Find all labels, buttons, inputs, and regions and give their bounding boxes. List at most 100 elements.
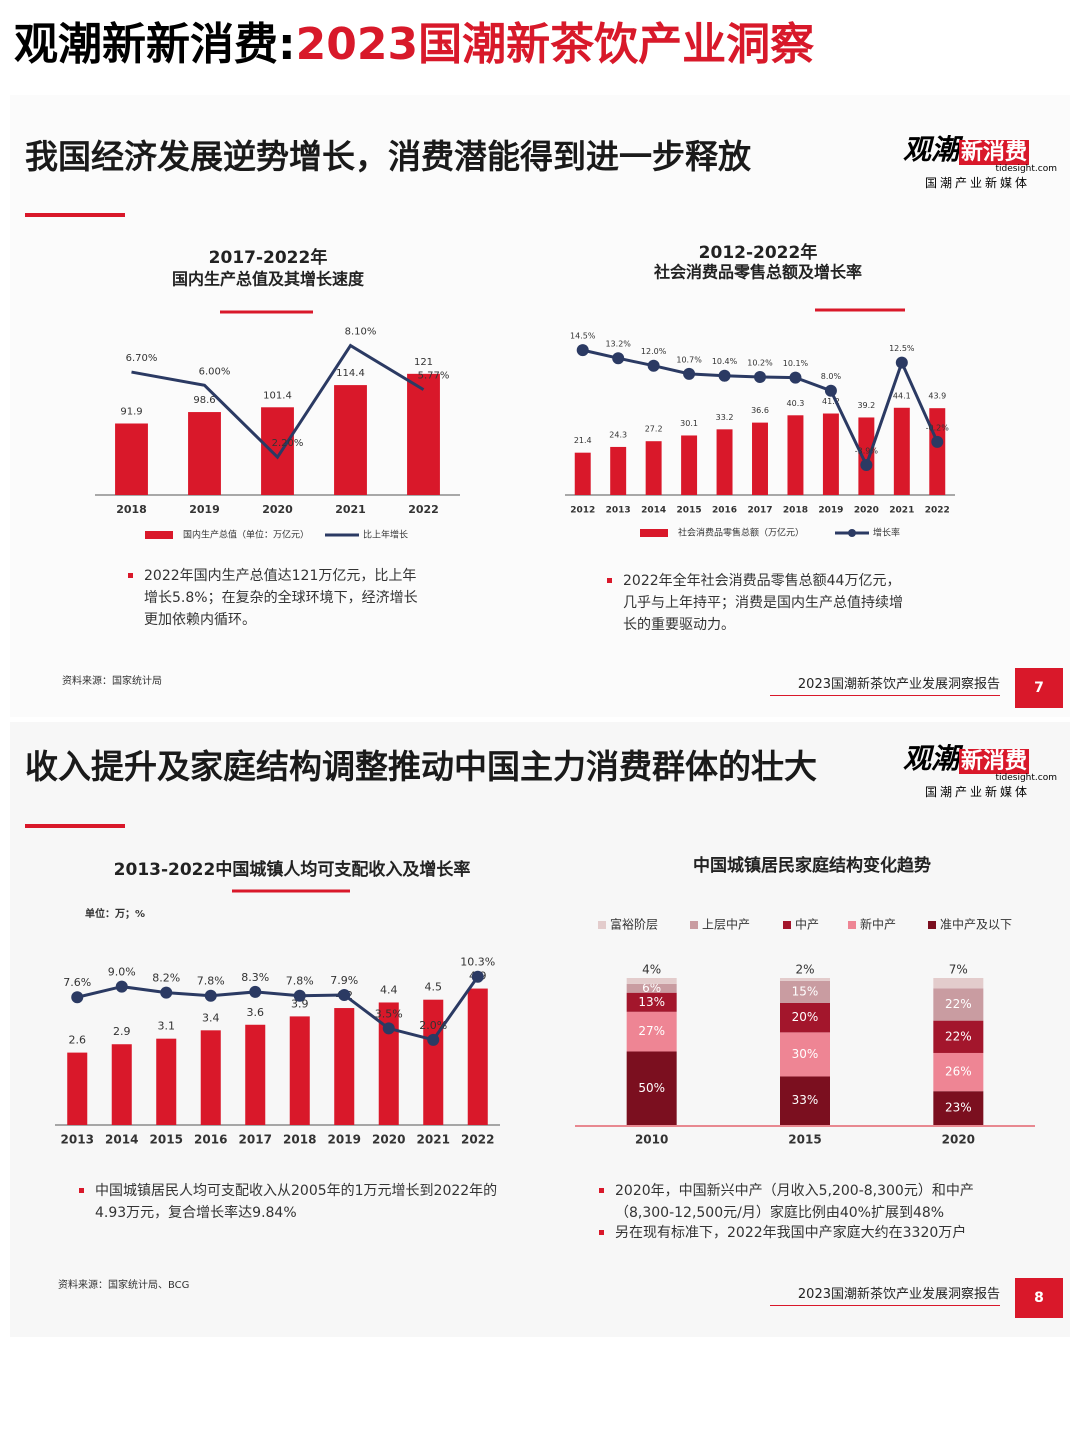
footer-title: 2023国潮新茶饮产业发展洞察报告	[770, 673, 1000, 696]
bar-value-label: 4.4	[380, 983, 398, 996]
line-marker	[249, 985, 262, 998]
line-marker	[427, 1033, 440, 1046]
line-value-label: 6.00%	[199, 366, 231, 377]
x-tick-label: 2017	[239, 1133, 272, 1147]
bar-segment	[780, 1032, 830, 1077]
x-tick-label: 2018	[283, 1133, 316, 1147]
bar-segment	[933, 988, 984, 1021]
bar	[261, 407, 294, 495]
chart-title: 2017-2022年	[209, 247, 328, 268]
line	[131, 343, 425, 460]
bar	[716, 429, 733, 495]
legend-label: 国内生产总值（单位：万亿元）	[183, 529, 309, 541]
line-marker	[683, 367, 696, 380]
bar	[574, 452, 591, 495]
line-marker	[824, 384, 837, 397]
bar-segment	[933, 1091, 984, 1125]
x-tick-label: 2010	[635, 1133, 668, 1147]
bar-value-label: 33.2	[716, 413, 734, 422]
unit-label: 单位：万；%	[85, 907, 145, 920]
bar-value-label: 98.6	[193, 395, 215, 406]
brand-logo: 观潮新消费 tidesight.com 国潮产业新媒体	[903, 737, 1063, 800]
x-tick-label: 2013	[61, 1133, 94, 1147]
line-value-label: 14.5%	[570, 332, 596, 341]
source: 资料来源：国家统计局、BCG	[58, 1280, 190, 1291]
line-value-label: 7.6%	[63, 976, 91, 989]
legend-label: 社会消费品零售总额（万亿元）	[678, 527, 804, 539]
bar-value-label: 36.6	[751, 406, 769, 415]
x-tick-label: 2014	[641, 506, 666, 516]
brand-name: 观潮	[903, 133, 960, 166]
line-marker	[895, 356, 908, 369]
legend-swatch	[783, 921, 791, 929]
segment-label: 50%	[638, 1081, 665, 1095]
legend-label: 准中产及以下	[940, 917, 1012, 932]
x-tick-label: 2016	[194, 1133, 227, 1147]
bar-segment	[626, 978, 677, 984]
segment-label: 22%	[945, 997, 972, 1011]
line-marker	[718, 369, 731, 382]
x-tick-label: 2019	[328, 1133, 361, 1147]
brand-tagline: 国潮产业新媒体	[925, 785, 1031, 799]
x-tick-label: 2020	[854, 506, 879, 516]
chart-title: 中国城镇居民家庭结构变化趋势	[693, 855, 931, 876]
x-tick-label: 2021	[889, 506, 914, 516]
x-tick-label: 2022	[408, 503, 439, 516]
accent-line	[25, 824, 125, 828]
bar-value-label: 24.3	[609, 430, 627, 439]
line-value-label: 10.2%	[747, 358, 773, 367]
line-marker	[71, 991, 84, 1004]
bullet: 另在现有标准下，2022年我国中产家庭大约在3320万户	[599, 1222, 1015, 1244]
segment-label: 7%	[949, 963, 968, 977]
bar-value-label: 41.2	[822, 397, 840, 406]
bar	[67, 1052, 88, 1125]
x-tick-label: 2022	[461, 1133, 494, 1147]
bar-value-label: 121	[414, 357, 433, 368]
line-marker	[115, 980, 128, 993]
x-tick-label: 2021	[335, 503, 366, 516]
line-marker	[754, 370, 766, 383]
header-title-red: 2023国潮新茶饮产业洞察	[295, 19, 815, 70]
brand-logo: 观潮新消费 tidesight.com 国潮产业新媒体	[903, 128, 1063, 191]
x-tick-label: 2013	[606, 506, 631, 516]
bar-value-label: 21.4	[574, 436, 592, 445]
bar-value-label: 4.5	[425, 981, 443, 994]
bar-segment	[626, 992, 677, 1012]
x-tick-label: 2016	[712, 506, 737, 516]
line-value-label: 8.10%	[345, 327, 377, 338]
bar-segment	[780, 978, 830, 981]
legend-label: 比上年增长	[363, 529, 408, 541]
segment-label: 33%	[792, 1093, 819, 1107]
bar-value-label: 2.9	[113, 1025, 131, 1038]
brand-tagline: 国潮产业新媒体	[925, 176, 1031, 190]
bar	[289, 1016, 310, 1125]
line-marker	[647, 359, 660, 372]
bar	[822, 413, 839, 495]
line-value-label: 5.77%	[418, 371, 450, 382]
line-value-label: 10.3%	[460, 956, 495, 969]
legend-label: 新中产	[860, 917, 896, 932]
segment-label: 23%	[945, 1101, 972, 1115]
x-tick-label: 2020	[262, 503, 293, 516]
bar	[334, 385, 367, 495]
bar-value-label: 3.9	[291, 997, 309, 1010]
legend-label: 富裕阶层	[610, 917, 658, 932]
line-marker	[576, 344, 589, 357]
bar-segment	[780, 1002, 830, 1033]
bar	[681, 435, 698, 495]
x-tick-label: 2015	[677, 506, 702, 516]
bar	[787, 415, 804, 495]
bullet: 2022年国内生产总值达121万亿元，比上年增长5.8%；在复杂的全球环境下，经…	[128, 565, 419, 631]
legend-label: 中产	[795, 917, 819, 932]
legend-swatch	[598, 921, 606, 929]
x-tick-label: 2018	[116, 503, 147, 516]
bar-value-label: 40.3	[787, 399, 805, 408]
brand-name-red: 新消费	[959, 140, 1030, 165]
bar	[188, 412, 221, 495]
chart-subtitle: 社会消费品零售总额及增长率	[653, 263, 862, 282]
line-marker	[860, 459, 873, 472]
bar	[467, 988, 488, 1125]
bar-value-label: 2.6	[69, 1034, 87, 1047]
